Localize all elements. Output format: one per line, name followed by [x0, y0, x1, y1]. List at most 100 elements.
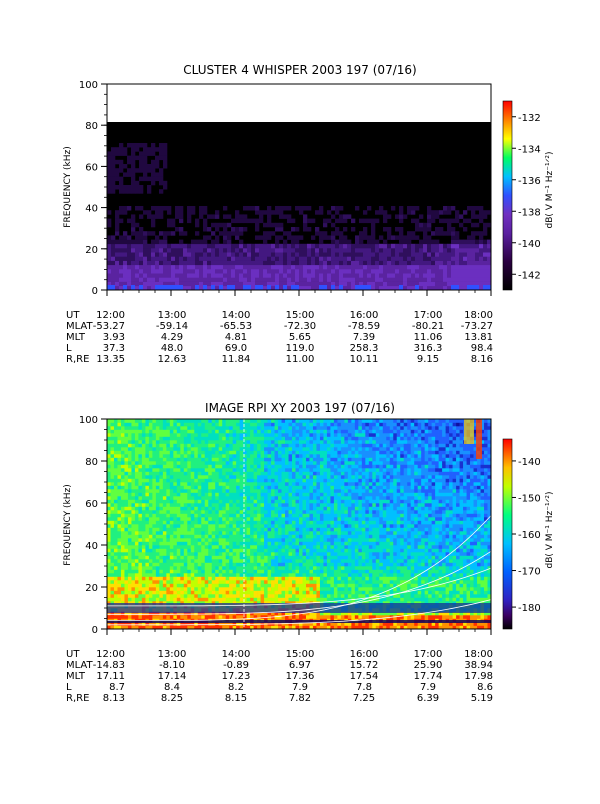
spectrogram-cell: [138, 563, 142, 567]
spectrogram-cell: [483, 265, 487, 270]
spectrogram-cell: [268, 433, 272, 437]
spectrogram-cell: [339, 244, 343, 249]
spectrogram-cell: [159, 181, 163, 186]
spectrogram-cell: [219, 507, 223, 511]
spectrogram-cell: [131, 524, 135, 528]
spectrogram-cell: [135, 559, 139, 563]
spectrogram-cell: [215, 563, 219, 567]
spectrogram-cell: [395, 235, 399, 240]
spectrogram-cell: [180, 461, 184, 465]
spectrogram-cell: [194, 426, 198, 430]
spectrogram-cell: [222, 566, 226, 570]
spectrogram-cell: [114, 584, 118, 588]
spectrogram-cell: [219, 465, 223, 469]
spectrogram-cell: [173, 517, 177, 521]
spectrogram-cell: [147, 256, 151, 261]
spectrogram-cell: [292, 542, 296, 546]
spectrogram-cell: [215, 461, 219, 465]
spectrogram-cell: [114, 503, 118, 507]
spectrogram-cell: [131, 503, 135, 507]
spectrogram-cell: [236, 594, 240, 598]
spectrogram-cell: [278, 552, 282, 556]
spectrogram-cell: [219, 261, 223, 266]
spectrogram-cell: [131, 514, 135, 518]
spectrogram-cell: [255, 206, 259, 211]
spectrogram-cell: [282, 584, 286, 588]
spectrogram-cell: [117, 482, 121, 486]
spectrogram-cell: [264, 542, 268, 546]
spectrogram-cell: [173, 430, 177, 434]
spectrogram-cell: [187, 256, 191, 261]
spectrogram-cell: [261, 566, 265, 570]
spectrogram-cell: [212, 489, 216, 493]
spectrogram-cell: [149, 587, 153, 591]
spectrogram-cell: [201, 510, 205, 514]
spectrogram-cell: [435, 265, 439, 270]
spectrogram-cell: [261, 549, 265, 553]
spectrogram-cell: [175, 210, 179, 215]
spectrogram-cell: [121, 566, 125, 570]
spectrogram-cell: [483, 231, 487, 236]
spectrogram-cell: [275, 517, 279, 521]
spectrogram-cell: [411, 261, 415, 266]
spectrogram-cell: [184, 493, 188, 497]
spectrogram-cell: [289, 465, 293, 469]
colorbar-tick-label: -136: [518, 176, 541, 187]
spectrogram-cell: [187, 447, 191, 451]
spectrogram-cell: [177, 472, 181, 476]
spectrogram-cell: [124, 517, 128, 521]
spectrogram-cell: [391, 269, 395, 274]
spectrogram-cell: [215, 430, 219, 434]
spectrogram-cell: [323, 231, 327, 236]
spectrogram-cell: [199, 206, 203, 211]
spectrogram-cell: [233, 419, 237, 423]
spectrogram-cell: [271, 549, 275, 553]
spectrogram-cell: [254, 587, 258, 591]
spectrogram-cell: [215, 273, 219, 278]
spectrogram-cell: [119, 181, 123, 186]
spectrogram-cell: [135, 535, 139, 539]
spectrogram-cell: [367, 285, 371, 290]
spectrogram-cell: [254, 507, 258, 511]
spectrogram-cell: [121, 535, 125, 539]
spectrogram-cell: [177, 580, 181, 584]
spectrogram-cell: [247, 531, 251, 535]
spectrogram-cell: [331, 244, 335, 249]
ephemeris-value: 4.81: [225, 332, 247, 343]
spectrogram-cell: [233, 503, 237, 507]
spectrogram-cell: [222, 517, 226, 521]
spectrogram-cell: [275, 223, 279, 228]
spectrogram-cell: [282, 563, 286, 567]
spectrogram-cell: [275, 594, 279, 598]
spectrogram-cell: [131, 577, 135, 581]
spectrogram-cell: [289, 458, 293, 462]
panel1-colorbar: [503, 101, 512, 290]
spectrogram-cell: [198, 444, 202, 448]
spectrogram-cell: [285, 458, 289, 462]
spectrogram-cell: [291, 277, 295, 282]
spectrogram-cell: [240, 423, 244, 427]
spectrogram-cell: [463, 244, 467, 249]
spectrogram-cell: [351, 261, 355, 266]
spectrogram-cell: [223, 273, 227, 278]
spectrogram-cell: [268, 559, 272, 563]
spectrogram-cell: [212, 549, 216, 553]
spectrogram-cell: [427, 206, 431, 211]
spectrogram-cell: [163, 185, 167, 190]
spectrogram-cell: [367, 256, 371, 261]
spectrogram-cell: [229, 591, 233, 595]
spectrogram-cell: [275, 531, 279, 535]
spectrogram-cell: [128, 545, 132, 549]
spectrogram-cell: [289, 584, 293, 588]
spectrogram-cell: [124, 447, 128, 451]
spectrogram-cell: [222, 563, 226, 567]
spectrogram-cell: [203, 269, 207, 274]
spectrogram-cell: [119, 235, 123, 240]
spectrogram-cell: [259, 261, 263, 266]
spectrogram-cell: [257, 493, 261, 497]
spectrogram-cell: [323, 235, 327, 240]
spectrogram-cell: [117, 580, 121, 584]
spectrogram-cell: [278, 447, 282, 451]
spectrogram-cell: [156, 524, 160, 528]
spectrogram-cell: [191, 531, 195, 535]
